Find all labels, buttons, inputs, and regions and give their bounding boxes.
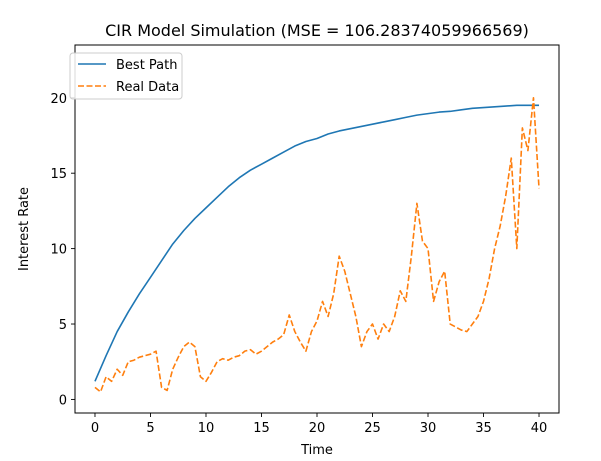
plot-frame bbox=[74, 44, 560, 414]
y-tick-label: 20 bbox=[50, 92, 67, 107]
x-tick-label: 35 bbox=[475, 421, 492, 436]
chart-title: CIR Model Simulation (MSE = 106.28374059… bbox=[105, 21, 529, 40]
x-tick-label: 15 bbox=[253, 421, 270, 436]
y-tick-label: 0 bbox=[59, 393, 67, 408]
y-axis-label: Interest Rate bbox=[17, 187, 32, 271]
x-tick-label: 25 bbox=[364, 421, 381, 436]
series-line-real-data bbox=[94, 96, 540, 393]
series-line-best-path bbox=[94, 104, 540, 382]
y-tick-label: 10 bbox=[50, 243, 67, 258]
legend-label-real-data: Real Data bbox=[116, 80, 179, 95]
x-tick-label: 5 bbox=[146, 421, 154, 436]
y-axis: 0 5 10 15 20 bbox=[50, 92, 75, 408]
legend: Best Path Real Data bbox=[69, 52, 183, 100]
y-tick-label: 15 bbox=[50, 167, 67, 182]
plot-content bbox=[94, 96, 540, 393]
x-axis: 0 5 10 15 20 25 30 35 40 bbox=[91, 413, 547, 436]
x-tick-label: 40 bbox=[531, 421, 548, 436]
x-tick-label: 30 bbox=[420, 421, 437, 436]
x-axis-label: Time bbox=[300, 443, 333, 458]
x-tick-label: 0 bbox=[91, 421, 99, 436]
x-tick-label: 10 bbox=[198, 421, 215, 436]
y-tick-label: 5 bbox=[59, 318, 67, 333]
legend-label-best-path: Best Path bbox=[116, 58, 177, 73]
x-tick-label: 20 bbox=[309, 421, 326, 436]
